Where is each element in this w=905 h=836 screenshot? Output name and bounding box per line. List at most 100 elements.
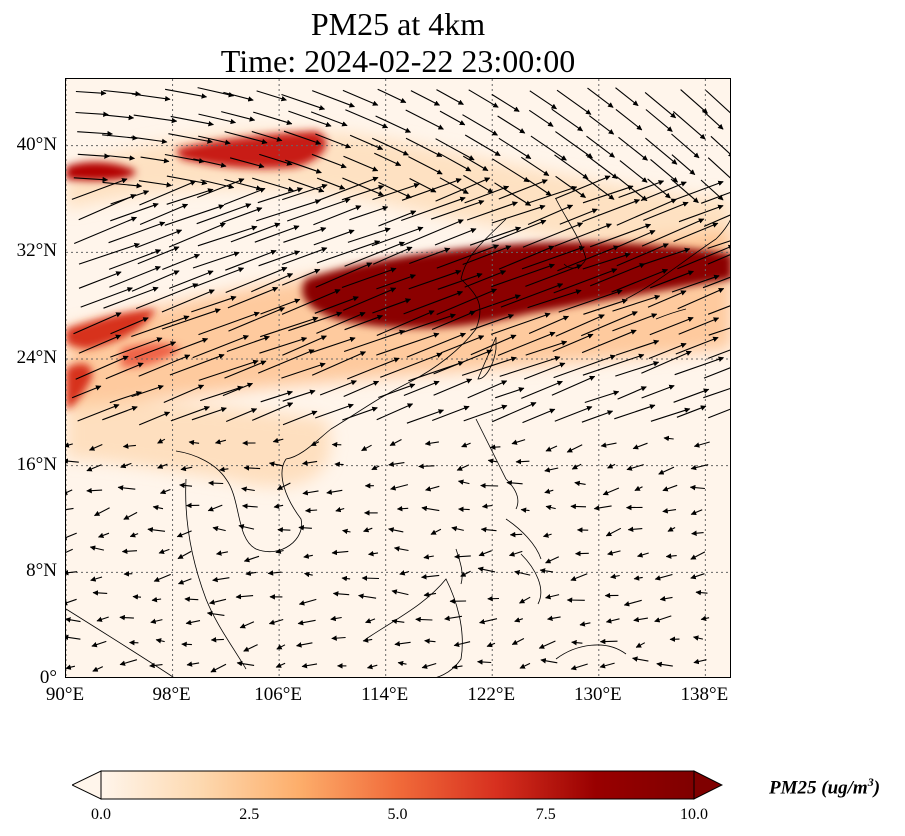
wind-arrow	[581, 329, 637, 354]
wind-arrow	[276, 644, 286, 650]
wind-arrow	[432, 405, 470, 422]
wind-arrow	[282, 335, 327, 356]
lat-label-16: 16°N	[16, 453, 57, 475]
wind-arrow	[695, 589, 708, 596]
wind-arrow	[155, 638, 165, 644]
wind-arrow	[599, 638, 618, 645]
wind-arrow	[283, 226, 327, 243]
wind-arrow	[227, 286, 279, 309]
wind-arrow	[365, 618, 376, 624]
wind-arrow	[464, 134, 501, 157]
wind-arrow	[520, 507, 530, 513]
wind-arrow	[283, 130, 322, 145]
wind-vector-field	[66, 87, 730, 673]
wind-arrow	[468, 89, 499, 108]
wind-arrow	[110, 317, 149, 335]
wind-arrow	[506, 480, 523, 486]
wind-arrow	[491, 263, 555, 288]
wind-arrow	[235, 593, 254, 600]
wind-arrow	[136, 229, 183, 249]
wind-arrow	[170, 405, 210, 422]
wind-arrow	[151, 596, 162, 603]
pm25-hotspot-west	[66, 309, 156, 349]
wind-arrow	[551, 375, 596, 396]
wind-arrow	[341, 184, 385, 201]
wind-arrow	[650, 407, 691, 422]
wind-arrow	[66, 664, 76, 670]
wind-arrow	[239, 621, 255, 629]
wind-arrow	[487, 458, 497, 464]
wind-arrow	[342, 406, 378, 421]
wind-arrow	[498, 245, 555, 270]
wind-arrow	[554, 154, 589, 180]
map-title-line-2: Time: 2024-02-22 23:00:00	[220, 43, 576, 79]
wind-arrow	[500, 283, 564, 308]
wind-arrow	[298, 524, 312, 531]
wind-arrow	[252, 177, 294, 192]
wind-arrow	[587, 87, 614, 108]
wind-arrow	[707, 408, 730, 419]
wind-arrow	[371, 226, 424, 247]
coastline-philippines	[505, 518, 542, 605]
wind-arrow	[554, 223, 612, 247]
wind-arrow	[389, 439, 402, 446]
wind-arrow	[343, 380, 380, 398]
wind-arrow	[243, 555, 260, 563]
wind-arrow	[103, 114, 135, 121]
wind-arrow	[316, 240, 381, 264]
wind-arrow	[508, 550, 523, 557]
wind-arrow	[236, 660, 255, 667]
wind-arrow	[641, 218, 705, 247]
wind-arrow	[582, 353, 645, 376]
wind-arrow	[288, 311, 343, 332]
coastline-sumatra	[66, 608, 174, 677]
wind-arrow	[439, 110, 466, 126]
wind-arrow	[477, 566, 496, 573]
wind-arrow	[75, 90, 107, 96]
wind-arrow	[132, 594, 142, 600]
wind-arrow	[654, 573, 673, 581]
wind-arrow	[196, 178, 245, 199]
wind-arrow	[632, 442, 648, 450]
wind-arrow	[71, 385, 102, 399]
map-panel[interactable]	[65, 78, 731, 678]
wind-arrow	[521, 245, 585, 270]
wind-arrow	[313, 229, 355, 246]
wind-arrow	[405, 137, 443, 157]
wind-arrow	[612, 313, 658, 332]
lon-label-106: 106°E	[254, 684, 302, 705]
wind-arrow	[316, 177, 346, 190]
wind-arrow	[616, 243, 669, 267]
wind-arrow	[344, 241, 405, 267]
wind-arrow	[571, 639, 583, 646]
wind-arrow	[409, 247, 451, 265]
wind-arrow	[86, 464, 102, 472]
wind-arrow	[197, 225, 258, 247]
wind-arrow	[635, 642, 646, 648]
wind-arrow	[119, 614, 134, 621]
wind-arrow	[677, 287, 725, 310]
wind-arrow	[86, 487, 103, 494]
wind-arrow	[198, 359, 259, 381]
wind-arrow	[489, 444, 501, 450]
wind-arrow	[297, 619, 316, 626]
wind-arrow	[641, 384, 675, 399]
wind-arrow	[401, 196, 466, 222]
wind-arrow	[147, 527, 166, 533]
wind-arrow	[461, 356, 517, 376]
wind-arrow	[547, 615, 561, 622]
wind-arrow	[131, 136, 168, 145]
wind-arrow	[555, 131, 593, 159]
wind-arrow	[184, 596, 199, 602]
wind-arrow	[690, 551, 706, 560]
wind-arrow	[545, 556, 560, 564]
wind-arrow	[396, 505, 409, 512]
wind-arrow	[678, 204, 724, 223]
wind-arrow	[514, 617, 523, 623]
wind-arrow	[75, 355, 129, 380]
wind-arrow	[470, 334, 517, 356]
wind-arrow	[260, 316, 319, 338]
wind-arrow	[371, 464, 380, 471]
wind-arrow	[256, 90, 287, 102]
wind-arrow	[258, 250, 301, 267]
